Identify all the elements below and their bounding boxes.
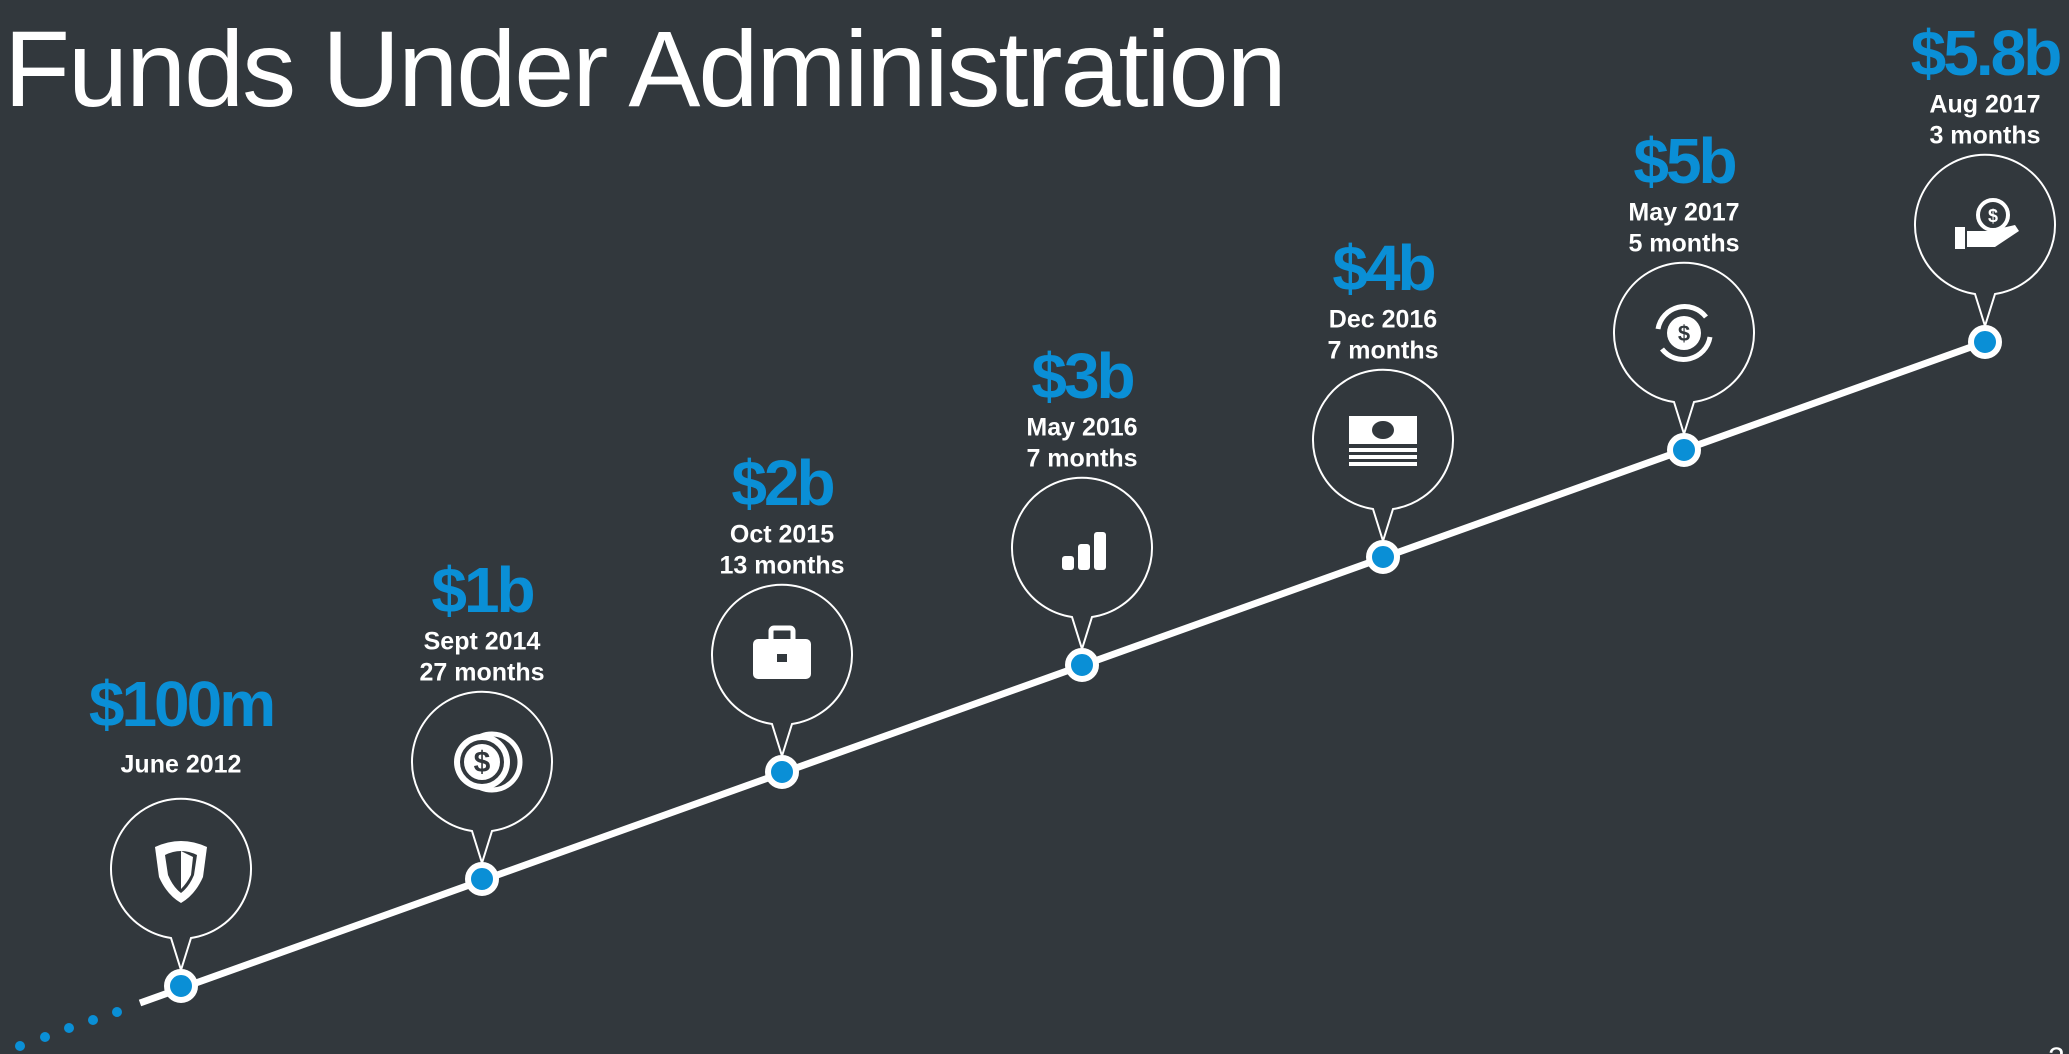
- amount: $1b: [431, 554, 533, 626]
- icon-stack: [1349, 462, 1417, 466]
- milestone-point: [1667, 433, 1701, 467]
- milestone-point: [765, 755, 799, 789]
- icon-cycle: [1655, 304, 1713, 362]
- duration: 7 months: [1327, 337, 1438, 365]
- icon-handle: [768, 625, 796, 645]
- date: May 2017: [1628, 199, 1739, 227]
- icon-cuff: [1955, 227, 1965, 249]
- dot: [112, 1007, 122, 1017]
- duration: 5 months: [1628, 230, 1739, 258]
- title: Funds Under Administration: [4, 8, 1285, 129]
- icon-shield-core: [181, 851, 193, 889]
- bubble: [1613, 261, 1755, 438]
- milestone-point: [164, 969, 198, 1003]
- date: May 2016: [1026, 414, 1137, 442]
- date: Dec 2016: [1329, 306, 1437, 334]
- duration: 27 months: [419, 659, 544, 687]
- milestone: $100m June 2012: [89, 668, 276, 1003]
- icon-dollar: $: [1988, 206, 1998, 226]
- dot: [15, 1041, 25, 1051]
- bubble: [1914, 153, 2056, 330]
- amount: $100m: [89, 668, 273, 740]
- milestone-point: [1968, 325, 2002, 359]
- icon-clasp: [777, 654, 787, 662]
- milestone-point: [1065, 648, 1099, 682]
- icon-coin-ring: [460, 740, 504, 784]
- amount: $5.8b: [1911, 17, 2061, 89]
- page-number: 2: [2048, 1042, 2065, 1054]
- leading-dots: [15, 1007, 122, 1051]
- icon-stack: [1349, 448, 1417, 452]
- icon-stack: [1349, 455, 1417, 459]
- bubble: [711, 583, 853, 760]
- icon-dollar: $: [1678, 321, 1690, 346]
- duration: 7 months: [1026, 445, 1137, 473]
- icon-bar: [1078, 544, 1090, 570]
- bubble: [1011, 476, 1153, 653]
- date: Sept 2014: [424, 628, 541, 656]
- duration: 3 months: [1929, 122, 2040, 150]
- date: Aug 2017: [1929, 91, 2040, 119]
- icon-dollar: $: [474, 746, 491, 779]
- icon-coin: [1976, 198, 2010, 232]
- icon-note-center: [1372, 421, 1394, 439]
- icon-bar: [1062, 556, 1074, 570]
- dot: [40, 1032, 50, 1042]
- icon-hand: [1967, 225, 2019, 247]
- dot: [88, 1015, 98, 1025]
- duration: 13 months: [719, 552, 844, 580]
- amount: $2b: [731, 447, 833, 519]
- milestone-point: [1366, 540, 1400, 574]
- dot: [64, 1023, 74, 1033]
- bubble: [1312, 368, 1454, 545]
- amount: $3b: [1031, 340, 1133, 412]
- date: June 2012: [121, 751, 242, 779]
- amount: $5b: [1633, 125, 1735, 197]
- icon-coin: [1667, 316, 1701, 350]
- bubble: [411, 690, 553, 867]
- icon-bar: [1094, 532, 1106, 570]
- amount: $4b: [1332, 232, 1434, 304]
- bubble: [110, 797, 252, 974]
- milestone-point: [465, 862, 499, 896]
- date: Oct 2015: [730, 521, 834, 549]
